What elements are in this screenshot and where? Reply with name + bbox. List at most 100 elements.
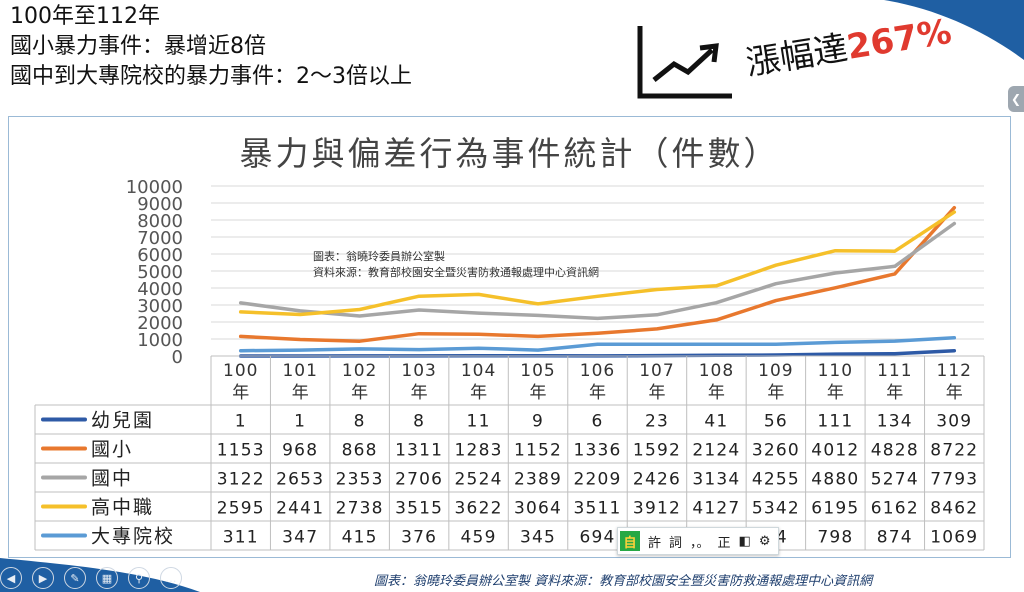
data-point: [834, 341, 837, 344]
line-chart: 0100020003000400050006000700080009000100…: [34, 177, 985, 551]
table-cell: 1153: [217, 441, 265, 461]
x-tick-label-suffix: 年: [886, 383, 903, 403]
y-tick-label: 0: [172, 347, 183, 368]
table-cell: 2595: [217, 499, 265, 519]
data-point: [894, 265, 896, 268]
data-point: [775, 343, 777, 346]
data-point: [537, 314, 539, 317]
side-panel-handle[interactable]: ❮: [1008, 86, 1024, 112]
header-line-2: 國小暴力事件：暴增近8倍: [10, 34, 266, 59]
slideshow-toolbar: ◀ ▶ ✎ ▦ ⚲ …: [0, 566, 192, 590]
table-cell: 5342: [752, 499, 800, 519]
chart-title: 暴力與偏差行為事件統計（件數）: [239, 134, 780, 173]
data-point: [358, 308, 361, 311]
data-point: [299, 349, 301, 351]
table-cell: 874: [877, 528, 913, 548]
table-cell: 2426: [633, 470, 681, 490]
table-cell: 2209: [573, 470, 621, 490]
zoom-icon[interactable]: ⚲: [128, 567, 150, 589]
table-cell: 4255: [752, 470, 800, 490]
ime-toggle-icon[interactable]: ◧: [738, 533, 751, 549]
table-cell: 4828: [871, 441, 919, 461]
data-point: [418, 295, 420, 298]
ime-logo-icon[interactable]: 自: [620, 531, 640, 551]
data-point: [656, 313, 658, 316]
table-cell: 4012: [811, 441, 859, 461]
table-cell: 6162: [871, 499, 919, 519]
data-point: [299, 338, 301, 341]
data-point: [953, 211, 956, 213]
footer-credit: 圖表：翁曉玲委員辦公室製 資料來源：教育部校園安全暨災害防救通報處理中心資訊網: [374, 574, 873, 589]
x-tick-label-suffix: 年: [292, 383, 309, 403]
data-point: [834, 353, 837, 355]
data-point: [596, 295, 599, 298]
table-cell: 868: [342, 441, 378, 461]
table-cell: 134: [877, 412, 913, 432]
data-point: [894, 273, 896, 275]
table-cell: 3515: [395, 499, 443, 519]
data-point: [894, 352, 896, 355]
data-point: [239, 311, 242, 313]
table-cell: 2124: [692, 441, 740, 461]
x-tick-label-suffix: 年: [411, 383, 428, 403]
ime-item-4[interactable]: 正: [717, 535, 731, 551]
data-point: [953, 349, 956, 352]
table-cell: 3260: [752, 441, 800, 461]
table-cell: 345: [520, 528, 556, 548]
table-cell: 2706: [395, 470, 443, 490]
growth-trend-icon: [637, 26, 732, 99]
legend-label: 國中: [91, 468, 133, 490]
x-tick-label: 100: [223, 361, 258, 381]
ime-settings-icon[interactable]: ⚙: [758, 533, 771, 549]
ime-item-3[interactable]: ，。: [690, 535, 710, 551]
data-point: [596, 317, 599, 320]
table-cell: 3912: [633, 499, 681, 519]
data-point: [418, 332, 420, 335]
ime-toolbar[interactable]: 自 許 詞 ，。 正 ◧ ⚙: [617, 527, 779, 555]
legend-label: 高中職: [91, 497, 154, 519]
table-cell: 4880: [811, 470, 859, 490]
table-cell: 694: [579, 528, 615, 548]
table-cell: 41: [704, 412, 728, 432]
data-point: [239, 349, 242, 352]
table-cell: 3064: [514, 499, 562, 519]
table-cell: 415: [342, 528, 378, 548]
table-cell: 5274: [871, 470, 919, 490]
more-options-icon[interactable]: …: [160, 567, 182, 589]
legend-label: 幼兒園: [91, 410, 154, 432]
next-slide-icon[interactable]: ▶: [32, 567, 54, 589]
data-point: [775, 264, 777, 266]
y-tick-label: 4000: [137, 279, 183, 300]
ime-item-2[interactable]: 詞: [669, 535, 683, 551]
data-point: [477, 293, 480, 296]
table-cell: 6: [591, 412, 603, 432]
pen-icon[interactable]: ✎: [64, 567, 86, 589]
table-cell: 1: [294, 412, 306, 432]
data-point: [715, 285, 718, 287]
table-cell: 9: [532, 412, 544, 432]
x-tick-label: 107: [639, 361, 674, 381]
x-tick-label: 109: [758, 361, 793, 381]
table-cell: 4127: [692, 499, 740, 519]
y-tick-label: 2000: [137, 313, 183, 334]
x-tick-label: 111: [877, 361, 912, 381]
table-cell: 23: [645, 412, 669, 432]
y-tick-label: 10000: [126, 177, 183, 198]
table-cell: 8: [413, 412, 425, 432]
table-cell: 2389: [514, 470, 562, 490]
growth-badge: 漲幅達267%: [742, 4, 954, 85]
y-tick-label: 8000: [137, 211, 183, 232]
data-point: [834, 249, 837, 252]
table-cell: 1283: [455, 441, 503, 461]
data-point: [656, 288, 658, 291]
data-point: [953, 222, 956, 225]
ime-item-1[interactable]: 許: [648, 535, 662, 551]
table-cell: 2441: [276, 499, 324, 519]
x-tick-label: 108: [699, 361, 734, 381]
table-cell: 1311: [395, 441, 443, 461]
table-cell: 311: [223, 528, 259, 548]
x-tick-label: 102: [342, 361, 377, 381]
slides-grid-icon[interactable]: ▦: [96, 567, 118, 589]
slide-header: 100年至112年 國小暴力事件：暴增近8倍 國中到大專院校的暴力事件：2～3倍…: [10, 2, 412, 92]
prev-slide-icon[interactable]: ◀: [0, 567, 22, 589]
